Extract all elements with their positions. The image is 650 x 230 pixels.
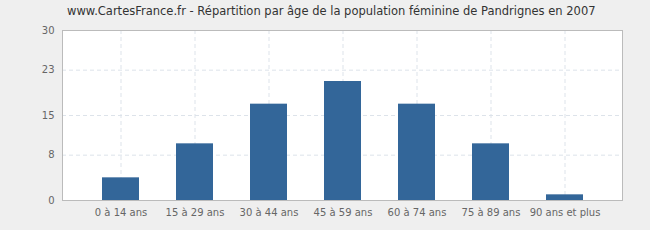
svg-text:90 ans et plus: 90 ans et plus <box>530 207 601 218</box>
svg-text:0: 0 <box>48 195 54 206</box>
svg-text:0 à 14 ans: 0 à 14 ans <box>95 207 147 218</box>
svg-text:60 à 74 ans: 60 à 74 ans <box>388 207 447 218</box>
html-text:www.CartesFrance.fr - Répartit: www.CartesFrance.fr - Répartition par âg… <box>67 4 596 18</box>
svg-text:15: 15 <box>42 110 55 121</box>
svg-text:15 à 29 ans: 15 à 29 ans <box>166 207 225 218</box>
svg-text:30 à 44 ans: 30 à 44 ans <box>240 207 299 218</box>
svg-text:30: 30 <box>42 25 55 36</box>
svg-text:45 à 59 ans: 45 à 59 ans <box>314 207 373 218</box>
svg-text:75 à 89 ans: 75 à 89 ans <box>462 207 521 218</box>
svg-text:23: 23 <box>42 64 55 75</box>
svg-text:8: 8 <box>48 149 54 160</box>
